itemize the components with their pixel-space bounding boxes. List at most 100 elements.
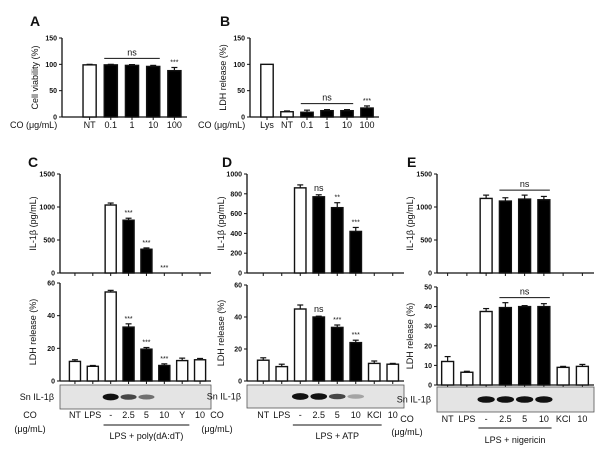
significance-label: *** — [124, 210, 132, 217]
significance-label: ** — [335, 195, 341, 202]
y-tick-label: 10 — [424, 363, 432, 370]
x-tick-label: NT — [281, 120, 293, 130]
y-tick-label: 0 — [51, 379, 55, 386]
bar-- — [104, 291, 117, 382]
lane-label: KCl — [556, 414, 571, 424]
y-tick-label: 30 — [424, 324, 432, 331]
lane-label: 2.5 — [122, 410, 135, 420]
y-tick-label: 1500 — [39, 172, 55, 179]
significance-label: *** — [160, 356, 168, 363]
bar-2.5 — [122, 219, 135, 274]
lane-label: LPS — [458, 414, 475, 424]
lane-label: Y — [179, 410, 185, 420]
y-tick-label: 50 — [237, 88, 245, 95]
y-tick-label: 20 — [234, 347, 242, 354]
panel-letter-B: B — [220, 13, 230, 29]
bar-0.1 — [103, 64, 119, 118]
bar-5 — [517, 198, 532, 274]
significance-label: ns — [322, 93, 332, 103]
bar-10 — [158, 364, 171, 382]
y-tick-label: 1000 — [226, 172, 242, 179]
bar-10 — [386, 363, 400, 382]
bar-2.5 — [498, 306, 513, 386]
bar-100 — [360, 107, 374, 118]
y-tick-label: 40 — [424, 304, 432, 311]
bar-KCl — [367, 362, 381, 382]
y-tick-label: 0 — [428, 271, 432, 278]
x-axis-label: CO (μg/mL) — [10, 120, 57, 130]
significance-label: *** — [363, 98, 371, 105]
blot-band — [120, 394, 137, 400]
significance-label: *** — [142, 240, 150, 247]
lane-label: 2.5 — [312, 410, 325, 420]
bar-NT — [280, 111, 294, 118]
y-tick-label: 0 — [238, 379, 242, 386]
bar-1 — [124, 64, 140, 118]
y-tick-label: 100 — [233, 62, 245, 69]
bar-KCl — [556, 366, 570, 386]
bar-2.5 — [312, 196, 326, 274]
bar-- — [479, 310, 493, 386]
lane-label: 5 — [144, 410, 149, 420]
unit-label: (μg/mL) — [391, 427, 422, 437]
bar-1 — [320, 109, 334, 118]
lane-label: - — [299, 410, 302, 420]
bar-10 — [537, 305, 551, 386]
y-tick-label: 1000 — [39, 205, 55, 212]
blot-label: Sn IL-1β — [20, 392, 54, 402]
y-tick-label: 40 — [234, 315, 242, 322]
y-axis-label: LDH release (%) — [405, 303, 415, 370]
y-axis-label: IL-1β (pg/mL) — [405, 196, 415, 250]
treatment-label: LPS + poly(dA:dT) — [110, 431, 184, 441]
bar-NT — [256, 359, 270, 382]
y-tick-label: 150 — [45, 36, 57, 43]
blot-band — [291, 393, 309, 400]
significance-label: *** — [352, 219, 360, 226]
co-label: CO — [400, 414, 414, 424]
y-tick-label: 0 — [428, 383, 432, 390]
y-tick-label: 20 — [424, 343, 432, 350]
bar-10 — [349, 341, 363, 382]
x-tick-label: 0.1 — [301, 120, 314, 130]
x-tick-label: 1 — [324, 120, 329, 130]
y-tick-label: 50 — [49, 88, 57, 95]
lane-label: LPS — [84, 410, 101, 420]
bar-5 — [330, 206, 344, 274]
co-label: CO — [23, 410, 37, 420]
treatment-label: LPS + ATP — [315, 431, 359, 441]
y-axis-label: IL-1β (pg/mL) — [216, 196, 226, 250]
y-axis-label: LDH release (%) — [28, 299, 38, 366]
lane-label: NT — [442, 414, 454, 424]
bar-NT — [440, 360, 455, 386]
y-tick-label: 1000 — [416, 205, 432, 212]
lane-label: 10 — [388, 410, 398, 420]
y-tick-label: 50 — [424, 285, 432, 292]
y-axis-label: LDH release (%) — [216, 300, 226, 367]
bar-- — [293, 187, 307, 274]
significance-label: *** — [352, 332, 360, 339]
significance-label: *** — [124, 316, 132, 323]
unit-label: (μg/mL) — [201, 424, 232, 434]
bar-LPS — [460, 371, 474, 386]
y-tick-label: 150 — [233, 36, 245, 43]
x-tick-label: 1 — [129, 120, 134, 130]
bar-2.5 — [122, 326, 135, 382]
lane-label: 5 — [335, 410, 340, 420]
y-tick-label: 1500 — [416, 172, 432, 179]
co-label: CO — [210, 410, 224, 420]
significance-label: *** — [333, 317, 341, 324]
lane-label: 10 — [195, 410, 205, 420]
bar-2.5 — [498, 200, 513, 274]
significance-label: ns — [127, 47, 137, 57]
lane-label: NT — [257, 410, 269, 420]
blot-band — [515, 396, 534, 403]
x-tick-label: 100 — [359, 120, 374, 130]
y-tick-label: 500 — [420, 238, 432, 245]
lane-label: 2.5 — [499, 414, 512, 424]
y-tick-label: 0 — [53, 115, 57, 122]
y-tick-label: 400 — [230, 231, 242, 238]
bar-- — [479, 197, 493, 274]
bar-5 — [140, 348, 153, 382]
blot-band — [477, 396, 495, 403]
